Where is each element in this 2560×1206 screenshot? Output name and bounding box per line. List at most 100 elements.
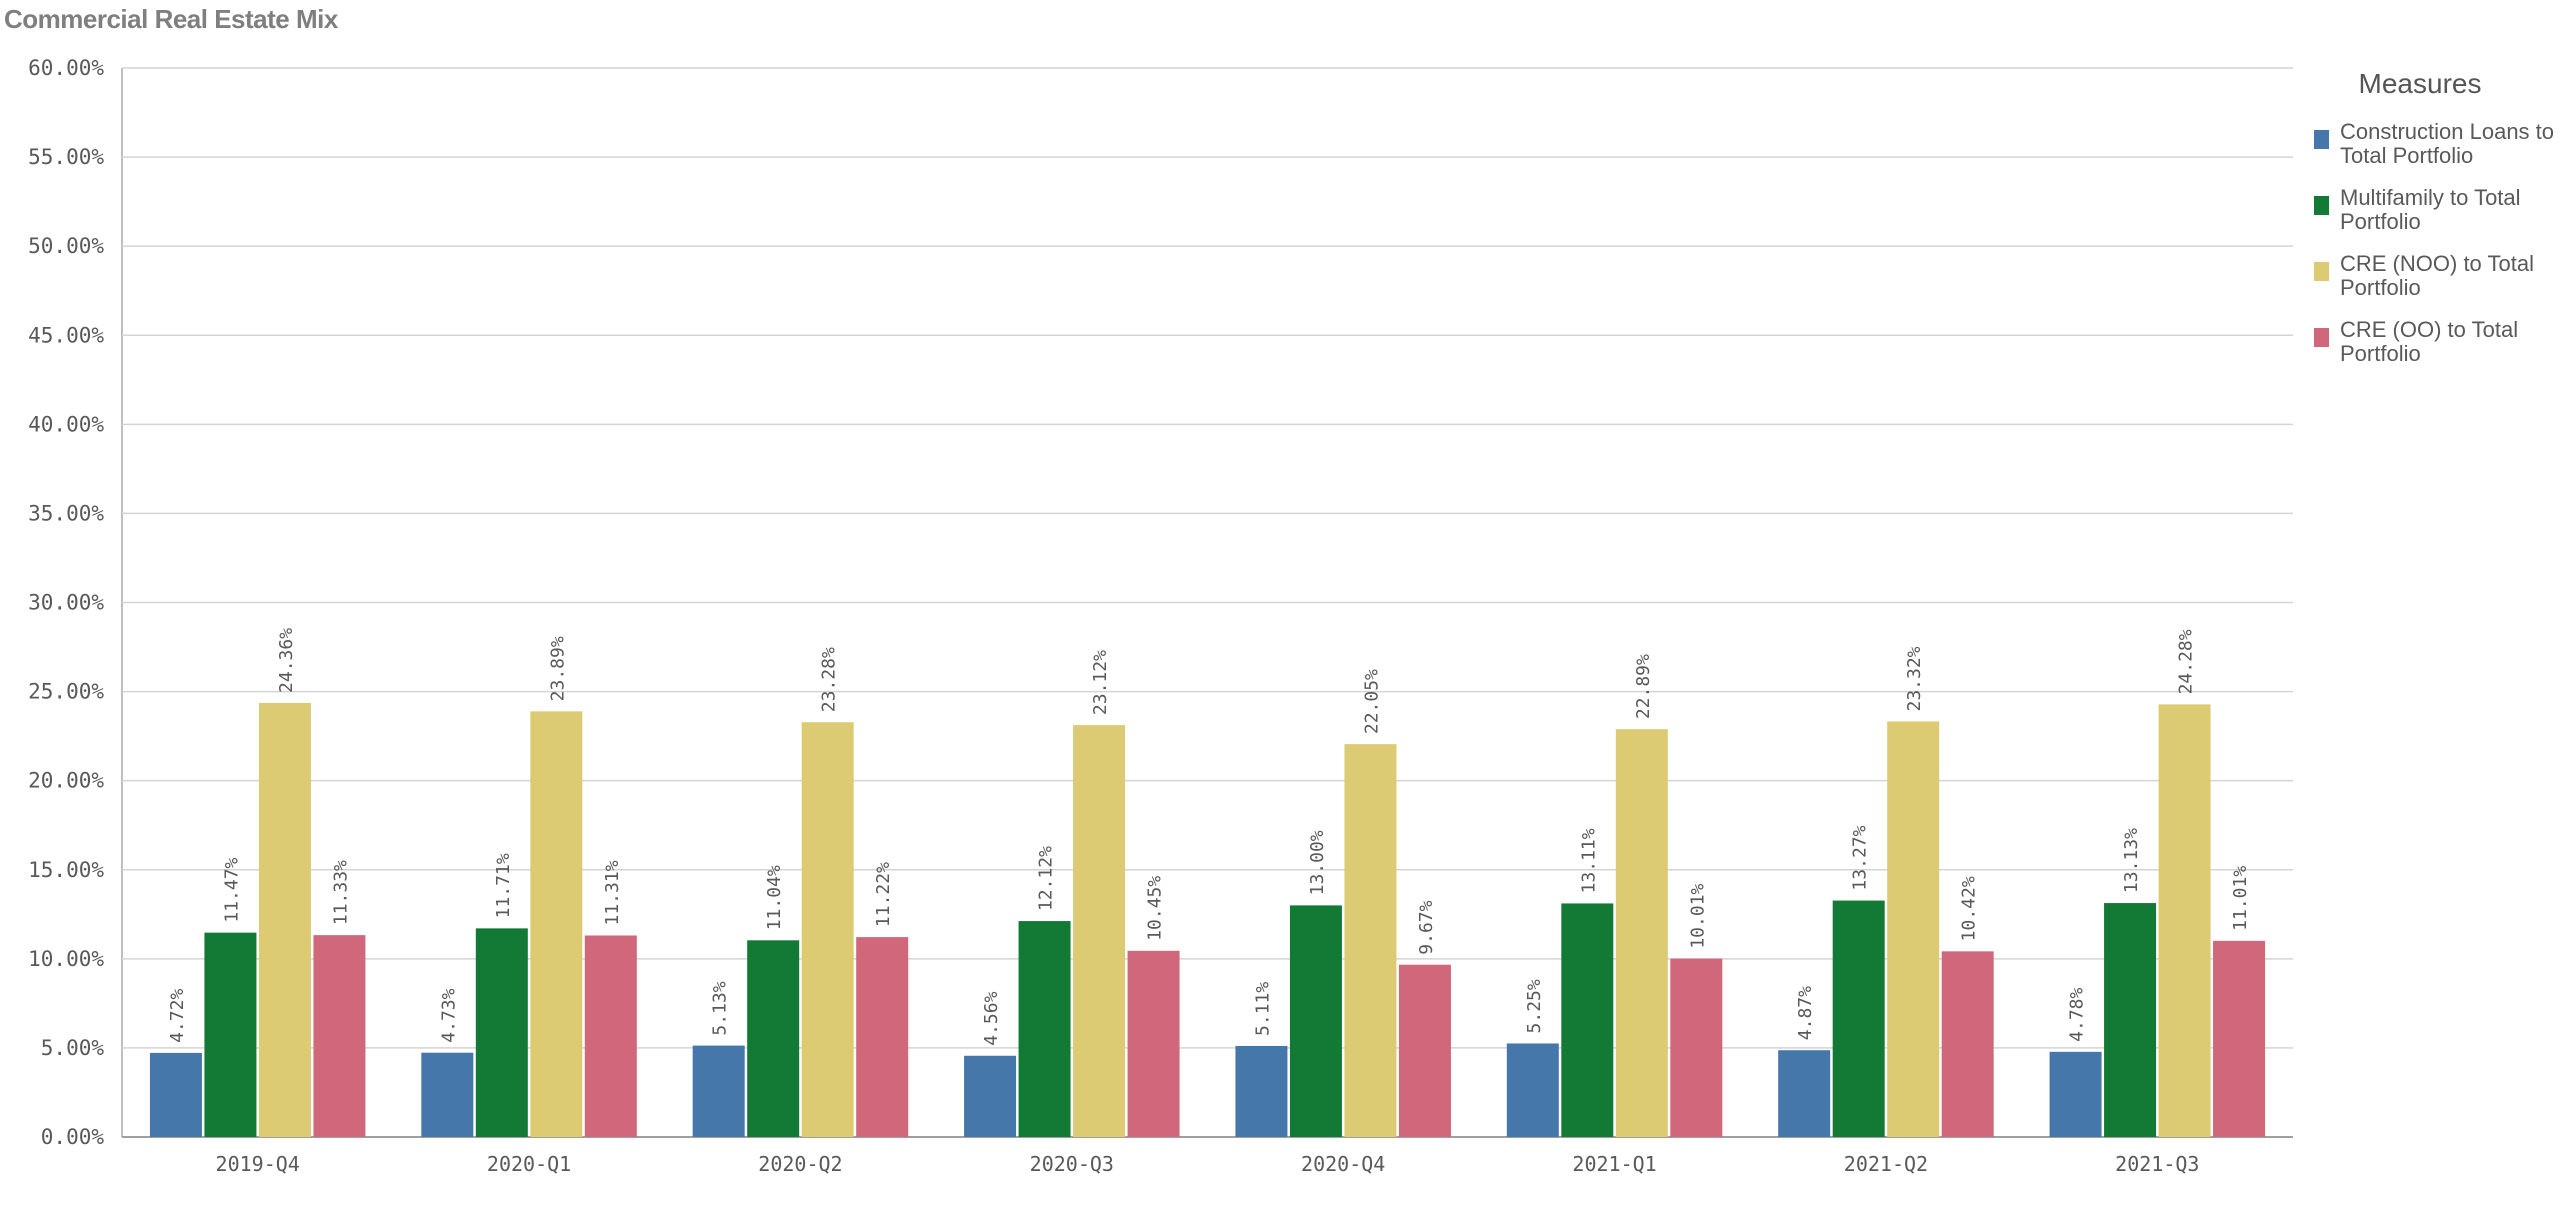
- bars: [149, 702, 2266, 1137]
- data-label: 11.33%: [330, 860, 351, 925]
- y-tick-label: 40.00%: [28, 412, 104, 436]
- x-axis-ticks: 2019-Q4 2020-Q1 2020-Q2 2020-Q3 2020-Q4 2021-…: [216, 1152, 2200, 1176]
- legend-swatch: [2314, 262, 2329, 281]
- bar: [1670, 958, 1723, 1137]
- data-label: 5.13%: [710, 981, 731, 1035]
- legend-label: CRE (NOO) to Total Portfolio: [2340, 251, 2534, 300]
- bar: [475, 928, 528, 1137]
- data-label: 11.71%: [493, 853, 514, 918]
- x-tick-label: 2021-Q2: [1844, 1152, 1928, 1176]
- bar: [149, 1052, 202, 1137]
- x-tick-label: 2020-Q4: [1301, 1152, 1385, 1176]
- data-label: 13.11%: [1578, 828, 1599, 893]
- legend-item-construction[interactable]: Construction Loans to Total Portfolio: [2300, 120, 2560, 170]
- legend-swatch: [2314, 196, 2329, 215]
- bar: [1887, 721, 1940, 1137]
- bar: [313, 935, 366, 1137]
- data-label: 13.00%: [1307, 830, 1328, 895]
- data-label: 13.13%: [2121, 828, 2142, 893]
- data-label: 12.12%: [1036, 846, 1057, 911]
- x-tick-label: 2020-Q1: [487, 1152, 571, 1176]
- data-label: 23.12%: [1090, 650, 1111, 715]
- bar: [856, 937, 909, 1137]
- legend-label: Construction Loans to Total Portfolio: [2340, 119, 2555, 168]
- y-tick-label: 15.00%: [28, 858, 104, 882]
- bar: [1073, 725, 1126, 1137]
- legend-label: CRE (OO) to Total Portfolio: [2340, 317, 2519, 366]
- bar-chart: 0.00% 5.00% 10.00% 15.00% 20.00% 25.00% 30.00%…: [28, 56, 2293, 1176]
- y-tick-label: 60.00%: [28, 56, 104, 80]
- bar: [2104, 903, 2157, 1137]
- y-tick-label: 0.00%: [41, 1125, 105, 1149]
- y-tick-label: 50.00%: [28, 234, 104, 258]
- data-label: 23.32%: [1904, 646, 1925, 711]
- y-tick-label: 30.00%: [28, 591, 104, 615]
- data-label: 23.89%: [547, 636, 568, 701]
- x-tick-label: 2021-Q3: [2115, 1152, 2199, 1176]
- data-label: 11.31%: [602, 860, 623, 925]
- y-tick-label: 35.00%: [28, 501, 104, 525]
- data-label: 10.45%: [1145, 876, 1166, 941]
- data-label: 13.27%: [1850, 825, 1871, 890]
- data-label: 11.22%: [873, 862, 894, 927]
- data-label: 11.01%: [2230, 866, 2251, 931]
- data-label: 9.67%: [1416, 900, 1437, 954]
- x-tick-label: 2020-Q2: [758, 1152, 842, 1176]
- bar: [1289, 905, 1342, 1137]
- chart-title: Commercial Real Estate Mix: [4, 4, 338, 34]
- data-label: 5.25%: [1524, 979, 1545, 1033]
- bar: [747, 940, 800, 1137]
- data-label: 4.56%: [981, 991, 1002, 1045]
- x-tick-label: 2019-Q4: [216, 1152, 300, 1176]
- bar: [204, 932, 257, 1137]
- bar: [1778, 1050, 1831, 1137]
- bar: [692, 1045, 745, 1137]
- data-labels: 4.72% 11.47% 24.36% 11.33% 4.73% 11.71% 23.89%…: [167, 628, 2251, 1046]
- bar: [1506, 1043, 1559, 1137]
- bar: [2158, 704, 2211, 1137]
- bar: [1941, 951, 1994, 1137]
- bar: [1344, 744, 1397, 1137]
- legend: Measures Construction Loans to Total Por…: [2300, 68, 2560, 384]
- y-axis-ticks: 0.00% 5.00% 10.00% 15.00% 20.00% 25.00% 30.00%…: [28, 56, 104, 1149]
- y-tick-label: 25.00%: [28, 680, 104, 704]
- data-label: 22.89%: [1633, 654, 1654, 719]
- bar: [584, 935, 637, 1137]
- data-label: 4.78%: [2067, 987, 2088, 1041]
- data-label: 11.04%: [764, 865, 785, 930]
- x-tick-label: 2020-Q3: [1030, 1152, 1114, 1176]
- legend-item-cre-oo[interactable]: CRE (OO) to Total Portfolio: [2300, 318, 2560, 368]
- bar: [1832, 900, 1885, 1137]
- data-label: 24.36%: [276, 628, 297, 693]
- bar: [1615, 729, 1668, 1137]
- bar: [801, 722, 854, 1137]
- x-tick-label: 2021-Q1: [1572, 1152, 1656, 1176]
- bar: [1398, 964, 1451, 1137]
- bar: [1127, 950, 1180, 1137]
- legend-item-cre-noo[interactable]: CRE (NOO) to Total Portfolio: [2300, 252, 2560, 302]
- bar: [2049, 1051, 2102, 1137]
- data-label: 4.73%: [438, 988, 459, 1042]
- y-tick-label: 55.00%: [28, 145, 104, 169]
- y-tick-label: 20.00%: [28, 769, 104, 793]
- data-label: 24.28%: [2176, 629, 2197, 694]
- legend-item-multifamily[interactable]: Multifamily to Total Portfolio: [2300, 186, 2560, 236]
- bar: [530, 711, 583, 1137]
- data-label: 4.72%: [167, 989, 188, 1043]
- bar: [1235, 1045, 1288, 1137]
- data-label: 23.28%: [819, 647, 840, 712]
- legend-title: Measures: [2358, 68, 2482, 99]
- data-label: 5.11%: [1252, 982, 1273, 1036]
- y-tick-label: 5.00%: [41, 1036, 105, 1060]
- bar: [2213, 940, 2266, 1137]
- legend-swatch: [2314, 130, 2329, 149]
- data-label: 11.47%: [221, 857, 242, 922]
- data-label: 4.87%: [1795, 986, 1816, 1040]
- y-tick-label: 10.00%: [28, 947, 104, 971]
- bar: [964, 1055, 1017, 1137]
- data-label: 10.42%: [1959, 876, 1980, 941]
- data-label: 10.01%: [1687, 883, 1708, 948]
- y-tick-label: 45.00%: [28, 323, 104, 347]
- bar: [421, 1052, 474, 1137]
- legend-label: Multifamily to Total Portfolio: [2340, 185, 2521, 234]
